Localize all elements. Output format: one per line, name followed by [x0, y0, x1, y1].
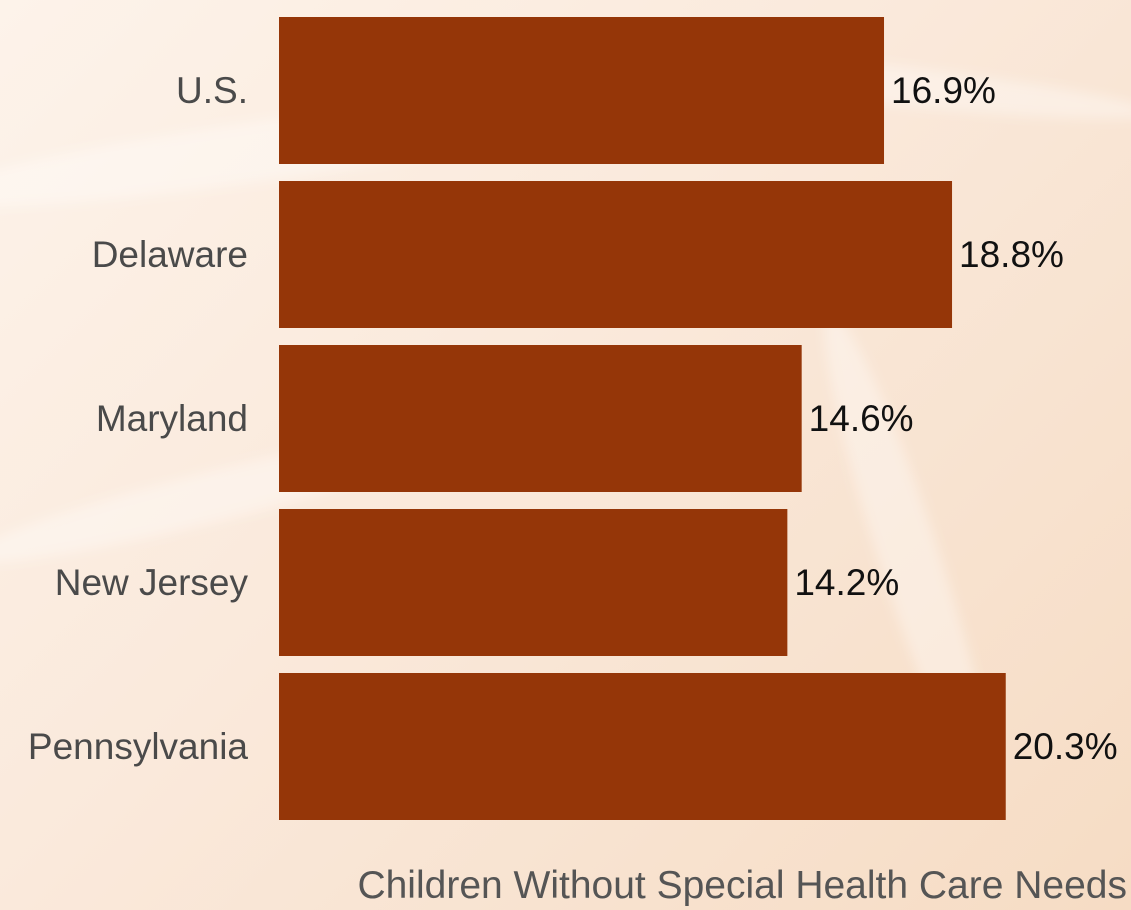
category-label-maryland: Maryland [96, 398, 248, 439]
value-label-maryland: 14.6% [809, 398, 914, 439]
bar-maryland [279, 345, 802, 492]
chart-title: Children Without Special Health Care Nee… [357, 864, 1127, 907]
value-label-u-s: 16.9% [891, 70, 996, 111]
category-label-new-jersey: New Jersey [55, 562, 249, 603]
bar-new-jersey [279, 509, 788, 656]
value-label-delaware: 18.8% [959, 234, 1064, 275]
category-label-delaware: Delaware [92, 234, 248, 275]
bar-u-s [279, 17, 885, 164]
value-label-pennsylvania: 20.3% [1013, 726, 1118, 767]
category-label-u-s: U.S. [176, 70, 248, 111]
value-label-new-jersey: 14.2% [794, 562, 899, 603]
bar-pennsylvania [279, 673, 1006, 820]
bar-delaware [279, 181, 953, 328]
category-label-pennsylvania: Pennsylvania [28, 726, 249, 767]
